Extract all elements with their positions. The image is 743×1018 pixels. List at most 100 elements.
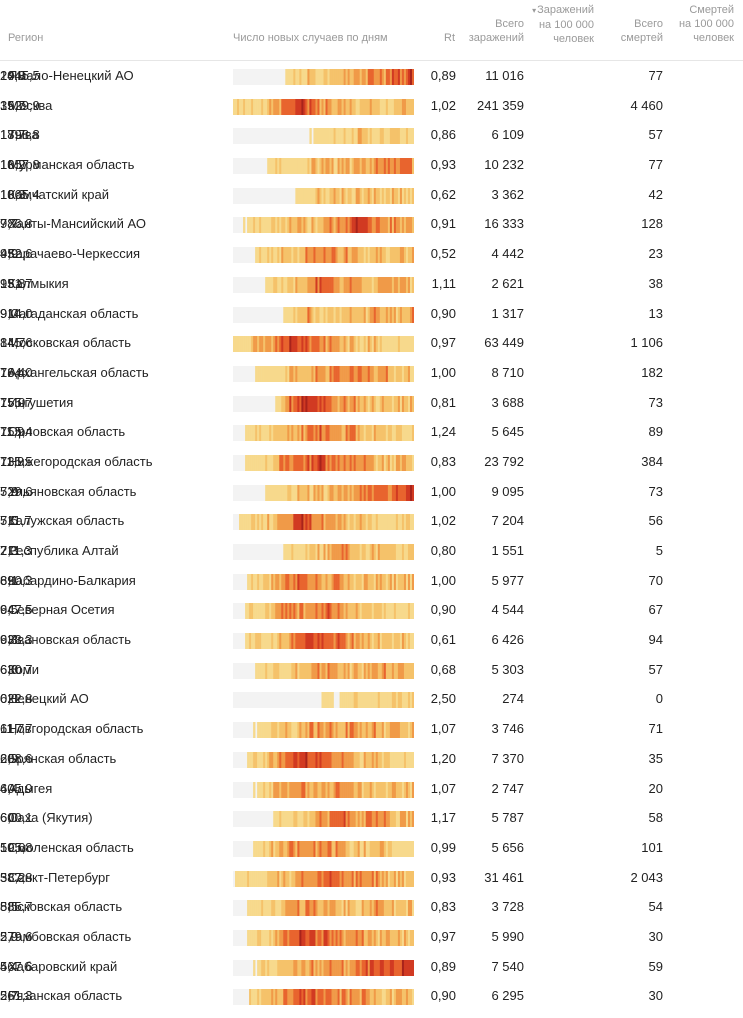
total-cases: 3 728 [491,899,524,915]
heatmap-day-cell [353,98,356,115]
table-row[interactable]: Саха (Якутия) 1,17 5 787 600,1 58 6,0 [0,803,743,833]
heatmap-day-cell [297,514,300,531]
heatmap-day-cell [273,751,276,768]
heatmap-day-cell [317,722,320,739]
table-row[interactable]: Ивановская область 0,61 6 426 633,3 94 9,3 [0,625,743,655]
heatmap-day-cell [267,336,270,353]
heatmap-day-cell [389,751,393,768]
heatmap-day-cell [393,662,397,679]
total-deaths: 1 106 [630,335,663,351]
heatmap-day-cell [257,662,260,679]
table-row[interactable]: Карачаево-Черкессия 0,52 4 442 952,6 23 4,9 [0,239,743,269]
heatmap-day-cell [305,900,308,917]
heatmap-day-cell [261,247,264,264]
heatmap-day-cell [399,336,403,353]
heatmap-day-cell [281,454,284,471]
heatmap-day-cell [403,306,407,323]
heatmap-day-cell [337,158,340,175]
heatmap-day-cell [251,603,254,620]
heatmap-day-cell [341,929,344,946]
heatmap-day-cell [395,603,399,620]
rt-value: 1,02 [430,97,456,113]
table-row[interactable]: Ингушетия 0,81 3 688 755,7 73 15,0 [0,388,743,418]
table-row[interactable]: Москва 1,02 241 359 1929,9 4 460 35,7 [0,91,743,121]
heatmap-day-cell [371,692,375,709]
column-header-deaths-per-100k[interactable]: Смертей на 100 000 человек [654,3,734,45]
heatmap-day-cell [367,514,371,531]
table-row[interactable]: Тамбовская область 0,97 5 990 579,6 30 2,9 [0,922,743,952]
heatmap-day-cell [333,662,336,679]
heatmap-day-cell [353,633,356,650]
heatmap-day-cell [345,128,348,145]
table-row[interactable]: Рязанская область 0,90 6 295 561,3 30 2,7 [0,981,743,1011]
heatmap-day-cell [269,633,272,650]
heatmap-day-cell [283,365,286,382]
table-row[interactable]: Камчатский край 0,62 3 362 1065,4 42 13,3 [0,180,743,210]
heatmap-day-cell [305,573,308,590]
heatmap-day-cell [311,306,314,323]
column-header-total-cases[interactable]: Всего заражений [454,17,524,45]
table-row[interactable]: Архангельская область 1,00 8 710 784,0 182 16… [0,358,743,388]
heatmap-day-cell [397,840,401,857]
heatmap-day-cell [275,276,278,293]
heatmap-day-cell [343,425,346,442]
cases-per-100k: 711,3 [0,543,32,558]
table-row[interactable]: Новгородская область 1,07 3 746 617,7 71 11,7 [0,714,743,744]
table-row[interactable]: Кабардино-Балкария 1,00 5 977 690,3 70 8,1 [0,566,743,596]
heatmap-day-cell [241,870,244,887]
table-row[interactable]: Московская область 0,97 63 449 845,6 1 106 14… [0,328,743,358]
heatmap-day-cell [321,128,324,145]
heatmap-day-cell [409,722,413,739]
table-row[interactable]: Ненецкий АО 2,50 274 622,8 0 0,0 [0,684,743,714]
heatmap-day-cell [301,929,304,946]
heatmap-day-cell [399,751,403,768]
table-row[interactable]: Ханты-Мансийский АО 0,91 16 333 986,8 128 7,7 [0,209,743,239]
heatmap-day-cell [361,722,365,739]
heatmap-day-cell [249,900,252,917]
table-row[interactable]: Северная Осетия 0,90 4 544 647,5 67 9,5 [0,595,743,625]
deaths-per-100k: 13,8 [0,275,26,291]
table-row[interactable]: Калужская область 1,02 7 204 711,7 56 5,5 [0,506,743,536]
heatmap-day-cell [387,573,391,590]
heatmap-day-cell [293,840,296,857]
table-row[interactable]: Псковская область 0,83 3 728 585,7 54 8,5 [0,892,743,922]
heatmap-day-cell [309,959,312,976]
heatmap-day-cell [263,98,266,115]
table-row[interactable]: Адыгея 1,07 2 747 605,9 20 4,4 [0,774,743,804]
column-header-region[interactable]: Регион [8,32,44,44]
table-row[interactable]: Мурманская область 0,93 10 232 1357,8 77 10,2 [0,150,743,180]
heatmap-day-cell [279,870,282,887]
table-row[interactable]: Ульяновская область 1,00 9 095 729,6 73 5,9 [0,477,743,507]
heatmap-day-cell [395,929,399,946]
table-row[interactable]: Магаданская область 0,90 1 317 914,0 13 9,0 [0,299,743,329]
column-header-total-deaths[interactable]: Всего смертей [593,17,663,45]
heatmap-day-cell [357,454,360,471]
heatmap-day-cell [261,870,264,887]
deaths-per-100k: 11,7 [0,721,25,737]
heatmap-day-cell [275,751,278,768]
table-row[interactable]: Тыва 0,86 6 109 1898,8 57 17,7 [0,120,743,150]
table-row[interactable]: Брянская область 1,20 7 370 608,6 35 2,9 [0,744,743,774]
table-row[interactable]: Смоленская область 0,99 5 656 595,8 101 10,6 [0,833,743,863]
heatmap-day-cell [255,454,258,471]
table-row[interactable]: Калмыкия 1,11 2 621 951,7 38 13,8 [0,269,743,299]
rt-value: 1,24 [430,424,456,440]
table-row[interactable]: Коми 0,68 5 303 630,7 57 6,8 [0,655,743,685]
heatmap-day-cell [251,870,254,887]
table-row[interactable]: Республика Алтай 0,80 1 551 711,3 5 2,3 [0,536,743,566]
heatmap-day-cell [371,989,375,1006]
heatmap-day-cell [335,781,338,798]
heatmap-day-cell [379,336,383,353]
table-row[interactable]: Нижегородская область 0,83 23 792 735,5 384 1… [0,447,743,477]
heatmap-day-cell [305,929,308,946]
heatmap-day-cell [337,276,340,293]
table-row[interactable]: Хабаровский край 0,89 7 540 567,6 59 4,4 [0,952,743,982]
table-row[interactable]: Санкт-Петербург 0,93 31 461 587,8 2 043 38,2 [0,863,743,893]
heatmap-day-cell [391,306,395,323]
column-header-cases-per-100k[interactable]: ▾Заражений на 100 000 человек [514,3,594,46]
heatmap-day-cell [343,454,346,471]
table-row[interactable]: Ямало-Ненецкий АО 0,89 11 016 2045,5 77 14,3 [0,61,743,91]
table-row[interactable]: Орловская область 1,24 5 645 755,4 89 11,9 [0,417,743,447]
heatmap-day-cell [409,840,413,857]
column-header-rt[interactable]: Rt [444,32,455,44]
